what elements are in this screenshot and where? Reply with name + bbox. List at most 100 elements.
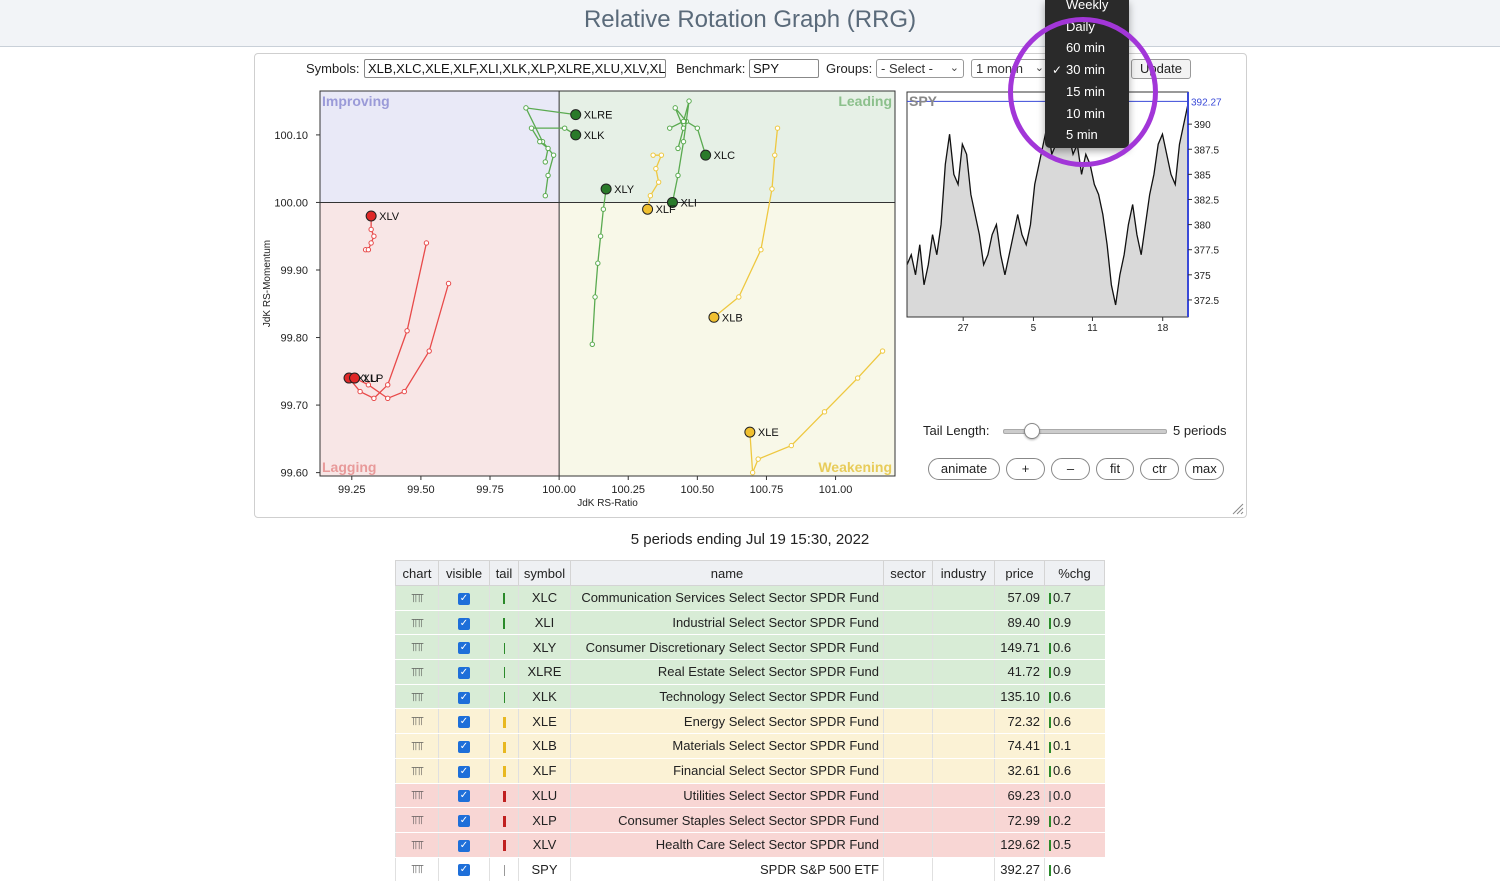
candlestick-icon[interactable]: ⫪⫪ — [411, 862, 424, 877]
visible-cell[interactable]: ✓ — [438, 659, 490, 685]
visible-cell[interactable]: ✓ — [438, 807, 490, 833]
point-label-xlp: XLP — [363, 373, 384, 385]
chart-cell[interactable]: ⫪⫪ — [395, 634, 439, 661]
chart-cell[interactable]: ⫪⫪ — [395, 708, 439, 735]
tail-point — [680, 118, 687, 125]
candlestick-icon[interactable]: ⫪⫪ — [411, 813, 424, 828]
slider-handle[interactable] — [1023, 423, 1040, 439]
dropdown-option-weekly[interactable]: Weekly — [1045, 0, 1129, 16]
visible-checkbox[interactable]: ✓ — [458, 716, 470, 729]
table-row[interactable]: ⫪⫪ ✓ XLF Financial Select Sector SPDR Fund 3… — [395, 758, 1105, 784]
table-row[interactable]: ⫪⫪ ✓ XLU Utilities Select Sector SPDR Fund 6… — [395, 783, 1105, 809]
column-header-industry[interactable]: industry — [932, 560, 995, 586]
candlestick-icon[interactable]: ⫪⫪ — [411, 788, 424, 803]
quadrant-lagging — [320, 202, 560, 476]
chart-cell[interactable]: ⫪⫪ — [395, 758, 439, 784]
chart-cell[interactable]: ⫪⫪ — [395, 783, 439, 809]
candlestick-icon[interactable]: ⫪⫪ — [411, 590, 424, 605]
chart-cell[interactable]: ⫪⫪ — [395, 857, 439, 882]
table-row[interactable]: ⫪⫪ ✓ XLRE Real Estate Select Sector SPDR Fu… — [395, 659, 1105, 685]
candlestick-icon[interactable]: ⫪⫪ — [411, 640, 424, 655]
benchmark-input[interactable]: SPY — [749, 59, 819, 78]
tail-point — [589, 341, 595, 347]
candlestick-icon[interactable]: ⫪⫪ — [411, 837, 424, 852]
visible-cell[interactable]: ✓ — [438, 610, 490, 636]
table-row[interactable]: ⫪⫪ ✓ XLI Industrial Select Sector SPDR Fund… — [395, 610, 1105, 636]
visible-cell[interactable]: ✓ — [438, 733, 490, 759]
table-row[interactable]: ⫪⫪ ✓ SPY SPDR S&P 500 ETF 392.27 0.6 — [395, 857, 1105, 882]
visible-checkbox[interactable]: ✓ — [458, 815, 470, 828]
chart-cell[interactable]: ⫪⫪ — [395, 659, 439, 685]
industry-cell — [932, 783, 995, 809]
max-button[interactable]: max — [1185, 458, 1224, 480]
visible-checkbox[interactable]: ✓ — [458, 864, 470, 877]
visible-cell[interactable]: ✓ — [438, 758, 490, 784]
candlestick-icon[interactable]: ⫪⫪ — [411, 689, 424, 704]
industry-cell — [932, 857, 995, 882]
visible-cell[interactable]: ✓ — [438, 684, 490, 710]
center-button[interactable]: ctr — [1140, 458, 1179, 480]
candlestick-icon[interactable]: ⫪⫪ — [411, 714, 424, 729]
chart-cell[interactable]: ⫪⫪ — [395, 733, 439, 759]
column-header-name[interactable]: name — [570, 560, 884, 586]
visible-cell[interactable]: ✓ — [438, 634, 490, 661]
visible-checkbox[interactable]: ✓ — [458, 839, 470, 852]
chg-cell: 0.6 — [1044, 857, 1105, 882]
chart-cell[interactable]: ⫪⫪ — [395, 832, 439, 858]
column-header-chart[interactable]: chart — [395, 560, 439, 586]
visible-cell[interactable]: ✓ — [438, 783, 490, 809]
head-point-xlp — [349, 372, 361, 384]
dropdown-option-label: Weekly — [1066, 0, 1109, 12]
visible-checkbox[interactable]: ✓ — [458, 592, 470, 605]
animate-button[interactable]: animate — [928, 458, 1000, 480]
chart-cell[interactable]: ⫪⫪ — [395, 807, 439, 833]
symbol-cell: XLY — [518, 634, 571, 661]
visible-cell[interactable]: ✓ — [438, 857, 490, 882]
candlestick-icon[interactable]: ⫪⫪ — [411, 763, 424, 778]
price-cell: 89.40 — [994, 610, 1045, 636]
zoom-in-button[interactable]: + — [1006, 458, 1045, 480]
table-row[interactable]: ⫪⫪ ✓ XLK Technology Select Sector SPDR Fund… — [395, 684, 1105, 710]
visible-checkbox[interactable]: ✓ — [458, 741, 470, 754]
table-row[interactable]: ⫪⫪ ✓ XLY Consumer Discretionary Select Sect… — [395, 634, 1105, 661]
symbols-input[interactable]: XLB,XLC,XLE,XLF,XLI,XLK,XLP,XLRE,XLU,XLV… — [364, 59, 666, 78]
page-title: Relative Rotation Graph (RRG) — [583, 6, 917, 33]
tail-indicator — [502, 790, 506, 802]
candlestick-icon[interactable]: ⫪⫪ — [411, 738, 424, 753]
table-row[interactable]: ⫪⫪ ✓ XLC Communication Services Select Sect… — [395, 585, 1105, 611]
column-header-pctchg[interactable]: %chg — [1044, 560, 1105, 586]
fit-button[interactable]: fit — [1096, 458, 1134, 480]
column-header-visible[interactable]: visible — [438, 560, 490, 586]
zoom-out-button[interactable]: – — [1051, 458, 1090, 480]
sector-cell — [883, 708, 933, 735]
visible-cell[interactable]: ✓ — [438, 708, 490, 735]
table-row[interactable]: ⫪⫪ ✓ XLE Energy Select Sector SPDR Fund 72.3… — [395, 708, 1105, 735]
column-header-symbol[interactable]: symbol — [518, 560, 571, 586]
visible-cell[interactable]: ✓ — [438, 832, 490, 858]
visible-checkbox[interactable]: ✓ — [458, 765, 470, 778]
column-header-price[interactable]: price — [994, 560, 1045, 586]
resize-handle-icon[interactable] — [1230, 501, 1244, 515]
table-row[interactable]: ⫪⫪ ✓ XLB Materials Select Sector SPDR Fund 7… — [395, 733, 1105, 759]
chart-cell[interactable]: ⫪⫪ — [395, 610, 439, 636]
column-header-sector[interactable]: sector — [883, 560, 933, 586]
visible-checkbox[interactable]: ✓ — [458, 790, 470, 803]
column-header-tail[interactable]: tail — [489, 560, 519, 586]
table-row[interactable]: ⫪⫪ ✓ XLP Consumer Staples Select Sector SPD… — [395, 807, 1105, 833]
visible-checkbox[interactable]: ✓ — [458, 642, 470, 655]
chg-cell: 0.1 — [1044, 733, 1105, 759]
chg-value: 0.6 — [1053, 689, 1072, 705]
chart-cell[interactable]: ⫪⫪ — [395, 585, 439, 611]
candlestick-icon[interactable]: ⫪⫪ — [411, 615, 424, 630]
groups-select[interactable]: - Select - ⌄ — [876, 59, 964, 78]
visible-checkbox[interactable]: ✓ — [458, 666, 470, 679]
sector-cell — [883, 659, 933, 685]
industry-cell — [932, 684, 995, 710]
candlestick-icon[interactable]: ⫪⫪ — [411, 664, 424, 679]
price-cell: 149.71 — [994, 634, 1045, 661]
chart-cell[interactable]: ⫪⫪ — [395, 684, 439, 710]
table-row[interactable]: ⫪⫪ ✓ XLV Health Care Select Sector SPDR Fun… — [395, 832, 1105, 858]
visible-checkbox[interactable]: ✓ — [458, 691, 470, 704]
visible-checkbox[interactable]: ✓ — [458, 617, 470, 630]
visible-cell[interactable]: ✓ — [438, 585, 490, 611]
